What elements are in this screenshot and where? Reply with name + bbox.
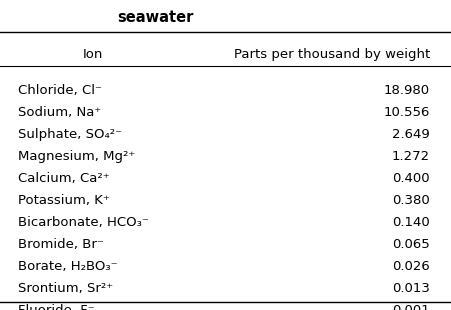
- Text: Sodium, Na⁺: Sodium, Na⁺: [18, 106, 101, 119]
- Text: 0.400: 0.400: [391, 172, 429, 185]
- Text: 0.013: 0.013: [391, 282, 429, 295]
- Text: Chloride, Cl⁻: Chloride, Cl⁻: [18, 84, 102, 97]
- Text: Fluoride, F⁻: Fluoride, F⁻: [18, 304, 95, 310]
- Text: 18.980: 18.980: [383, 84, 429, 97]
- Text: 2.649: 2.649: [391, 128, 429, 141]
- Text: 0.380: 0.380: [391, 194, 429, 207]
- Text: seawater: seawater: [116, 10, 193, 25]
- Text: Magnesium, Mg²⁺: Magnesium, Mg²⁺: [18, 150, 135, 163]
- Text: 10.556: 10.556: [383, 106, 429, 119]
- Text: Srontium, Sr²⁺: Srontium, Sr²⁺: [18, 282, 113, 295]
- Text: Sulphate, SO₄²⁻: Sulphate, SO₄²⁻: [18, 128, 122, 141]
- Text: 0.065: 0.065: [391, 238, 429, 251]
- Text: 0.001: 0.001: [391, 304, 429, 310]
- Text: Bicarbonate, HCO₃⁻: Bicarbonate, HCO₃⁻: [18, 216, 148, 229]
- Text: Calcium, Ca²⁺: Calcium, Ca²⁺: [18, 172, 110, 185]
- Text: 0.026: 0.026: [391, 260, 429, 273]
- Text: Borate, H₂BO₃⁻: Borate, H₂BO₃⁻: [18, 260, 117, 273]
- Text: Parts per thousand by weight: Parts per thousand by weight: [233, 48, 429, 61]
- Text: 0.140: 0.140: [391, 216, 429, 229]
- Text: Bromide, Br⁻: Bromide, Br⁻: [18, 238, 104, 251]
- Text: Ion: Ion: [83, 48, 103, 61]
- Text: 1.272: 1.272: [391, 150, 429, 163]
- Text: Potassium, K⁺: Potassium, K⁺: [18, 194, 110, 207]
